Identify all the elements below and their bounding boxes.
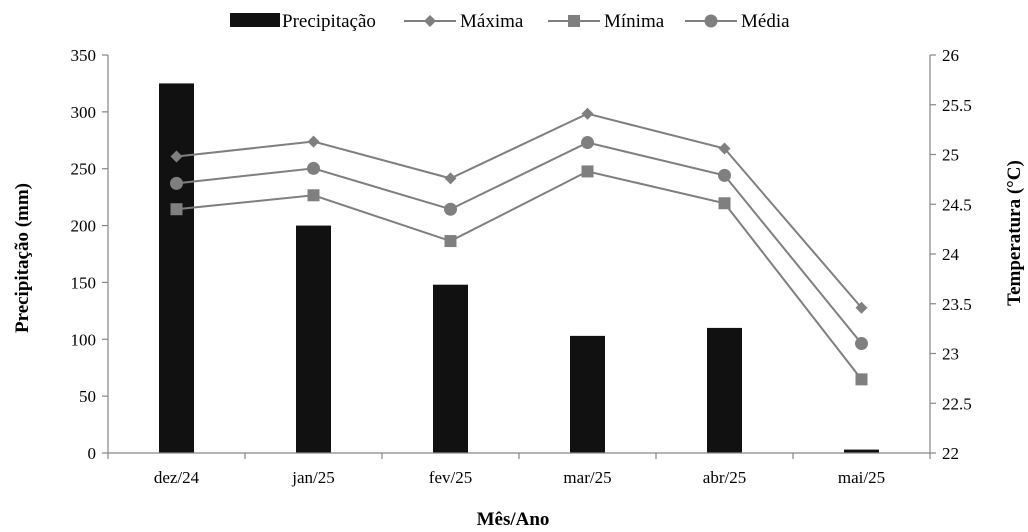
y-tick-label: 350	[71, 46, 97, 65]
y-tick-label: 50	[79, 387, 96, 406]
marker-maxima-jan-25	[307, 135, 320, 148]
y2-tick-label: 22.5	[942, 394, 972, 413]
y-tick-label: 250	[71, 160, 97, 179]
lines-layer	[170, 107, 868, 386]
x-tick-label: mar/25	[563, 468, 611, 487]
bar-precipitacao-dez-24	[159, 83, 194, 453]
marker-maxima-mai-25	[855, 301, 868, 314]
marker-minima-jan-25	[307, 189, 320, 202]
marker-media-abr-25	[718, 168, 731, 182]
y-tick-label: 0	[88, 444, 97, 463]
marker-minima-fev-25	[444, 235, 457, 248]
line-maxima	[176, 112, 863, 309]
y-tick-label: 300	[71, 103, 97, 122]
legend-swatch-precipitacao	[230, 13, 280, 27]
y2-tick-label: 24	[942, 245, 960, 264]
bar-precipitacao-jan-25	[296, 225, 331, 453]
ticks-layer: 0 50 100 150 200 250 300 350 22 22.5 23 23.5 24 24.5 2…	[71, 46, 972, 487]
x-axis-title: Mês/Ano	[477, 509, 550, 530]
legend-label-media: Média	[741, 11, 790, 32]
legend-marker-media	[704, 14, 718, 28]
marker-maxima-mar-25	[581, 107, 594, 120]
line-minima	[176, 170, 863, 380]
marker-media-mai-25	[855, 337, 868, 351]
y2-tick-label: 23.5	[942, 295, 972, 314]
y-axis-title: Precipitação (mm)	[12, 183, 33, 333]
bars-layer	[159, 83, 879, 453]
bar-precipitacao-mai-25	[844, 449, 879, 453]
y2-tick-label: 26	[942, 46, 959, 65]
marker-minima-abr-25	[718, 197, 731, 210]
marker-maxima-abr-25	[718, 142, 731, 155]
marker-maxima-fev-25	[444, 172, 457, 185]
marker-media-fev-25	[444, 202, 457, 216]
y-tick-label: 150	[71, 273, 97, 292]
x-tick-label: abr/25	[703, 468, 746, 487]
marker-minima-mar-25	[581, 165, 594, 178]
legend: Precipitação Máxima Mínima Média	[230, 11, 790, 32]
line-media	[176, 141, 863, 345]
bar-precipitacao-abr-25	[707, 327, 742, 453]
y2-tick-label: 23	[942, 345, 959, 364]
marker-media-dez-24	[170, 176, 183, 190]
y2-tick-label: 22	[942, 444, 959, 463]
x-tick-label: jan/25	[291, 468, 335, 487]
legend-label-maxima: Máxima	[460, 11, 524, 32]
legend-label-precipitacao: Precipitação	[282, 11, 376, 32]
y-tick-label: 100	[71, 330, 97, 349]
legend-marker-minima	[568, 15, 580, 27]
marker-minima-dez-24	[170, 203, 183, 216]
legend-marker-maxima	[424, 15, 436, 27]
x-tick-label: dez/24	[154, 468, 200, 487]
bar-precipitacao-fev-25	[433, 284, 468, 453]
y2-tick-label: 25.5	[942, 96, 972, 115]
bar-precipitacao-mar-25	[570, 335, 605, 453]
y-tick-label: 200	[71, 217, 97, 236]
marker-maxima-dez-24	[170, 150, 183, 163]
y2-axis-title: Temperatura (°C)	[1004, 160, 1025, 306]
x-tick-label: mai/25	[838, 468, 885, 487]
axes-layer	[107, 55, 931, 454]
marker-media-mar-25	[581, 136, 594, 150]
x-tick-label: fev/25	[429, 468, 472, 487]
y2-tick-label: 24.5	[942, 195, 972, 214]
legend-label-minima: Mínima	[604, 11, 665, 32]
marker-media-jan-25	[307, 161, 320, 175]
y2-tick-label: 25	[942, 146, 959, 165]
marker-minima-mai-25	[855, 373, 868, 386]
